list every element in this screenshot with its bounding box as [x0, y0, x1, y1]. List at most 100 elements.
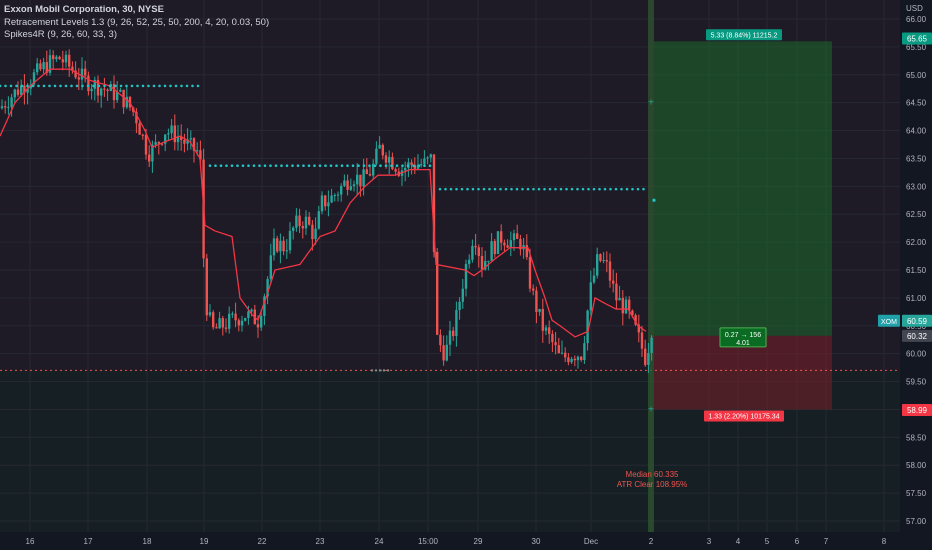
candle-body: [580, 356, 583, 360]
level-dot: [0, 84, 2, 88]
candle-body: [103, 88, 106, 90]
x-tick-label: 16: [26, 537, 35, 546]
candle-body: [468, 259, 471, 264]
candle-body: [234, 313, 237, 321]
candle-body: [509, 240, 512, 248]
level-dot: [412, 164, 415, 167]
x-tick-label: 7: [824, 537, 829, 546]
candle-body: [378, 144, 381, 149]
candle-body: [554, 342, 557, 346]
time-axis: [0, 532, 932, 550]
candle-body: [39, 63, 42, 70]
candle-body: [154, 142, 157, 145]
indicator-retracement[interactable]: Retracement Levels 1.3 (9, 26, 52, 25, 5…: [4, 16, 270, 28]
candle-body: [528, 257, 532, 289]
x-tick-label: 15:00: [418, 537, 439, 546]
price-tag-entry: [902, 329, 932, 342]
y-tick-label: 65.50: [906, 43, 927, 52]
candle-body: [237, 320, 240, 326]
candle-body: [324, 195, 327, 207]
level-dot: [592, 187, 596, 191]
candle-body: [516, 233, 519, 239]
level-dot: [614, 187, 618, 191]
candle-body: [589, 282, 592, 311]
candle-body: [244, 318, 247, 321]
level-dot: [488, 187, 491, 191]
level-dot: [285, 164, 289, 167]
candle-body: [410, 162, 413, 165]
candle-body: [474, 245, 477, 248]
candle-body: [13, 89, 16, 98]
candle-body: [77, 77, 80, 80]
candle-body: [215, 327, 218, 329]
level-dot: [406, 164, 410, 167]
candle-body: [471, 245, 474, 260]
candle-body: [336, 194, 340, 196]
level-dot: [570, 187, 574, 191]
target-label: 5.33 (8.84%) 11215.2: [711, 32, 778, 39]
level-dot: [92, 84, 95, 88]
level-dot: [86, 84, 90, 88]
level-dot: [26, 84, 29, 88]
y-tick-label: 64.50: [906, 99, 927, 108]
level-dot: [466, 187, 469, 191]
session-highlight: [648, 0, 654, 532]
level-dot: [119, 84, 123, 88]
candle-body: [413, 164, 416, 169]
level-dot: [565, 187, 568, 191]
target-label-box: [706, 29, 782, 41]
candle-body: [176, 136, 180, 143]
candle-body: [541, 308, 544, 331]
symbol-tag: [878, 314, 900, 327]
level-dot: [241, 164, 245, 167]
candle-body: [340, 185, 343, 195]
candle-body: [503, 242, 506, 246]
candle-body: [247, 311, 250, 319]
candle-body: [269, 255, 272, 279]
symbol-title[interactable]: Exxon Mobil Corporation, 30, NYSE: [4, 4, 164, 15]
candle-body: [7, 107, 10, 109]
level-dot: [81, 84, 84, 88]
candle-body: [282, 240, 285, 252]
candle-body: [596, 254, 599, 276]
candle-body: [317, 211, 320, 229]
level-dot: [9, 84, 13, 88]
candle-body: [490, 241, 493, 261]
x-tick-label: 29: [474, 537, 483, 546]
level-dot: [351, 164, 355, 167]
candle-body: [42, 62, 45, 70]
level-dot: [620, 187, 623, 191]
level-dot: [609, 187, 612, 191]
level-dot: [642, 187, 645, 191]
candle-body: [576, 356, 580, 361]
level-dot: [362, 164, 366, 167]
candle-body: [55, 56, 58, 60]
level-dot: [53, 84, 57, 88]
level-dot: [329, 164, 333, 167]
y-tick-label: 57.50: [906, 489, 927, 498]
indicator-spikes[interactable]: Spikes4R (9, 26, 60, 33, 3): [4, 29, 118, 40]
level-dot: [252, 164, 256, 167]
level-dot: [152, 84, 156, 88]
level-dot: [307, 164, 311, 167]
candle-body: [327, 202, 330, 207]
median-marker: [386, 369, 390, 372]
candle-body: [221, 318, 224, 328]
level-dot: [48, 84, 51, 88]
candle-body: [583, 343, 586, 360]
candle-body: [557, 345, 560, 354]
level-dot: [576, 187, 579, 191]
candle-body: [301, 226, 304, 229]
level-dot: [515, 187, 519, 191]
y-tick-label: 61.00: [906, 294, 927, 303]
candle-body: [618, 297, 621, 301]
candle-body: [250, 309, 253, 312]
median-marker: [382, 369, 386, 372]
candle-body: [548, 327, 551, 334]
candle-body: [551, 333, 554, 343]
median-marker: [374, 369, 378, 372]
level-dot: [20, 84, 24, 88]
price-tag-target-text: 65.65: [907, 35, 928, 44]
stop-label-box: [704, 410, 784, 422]
